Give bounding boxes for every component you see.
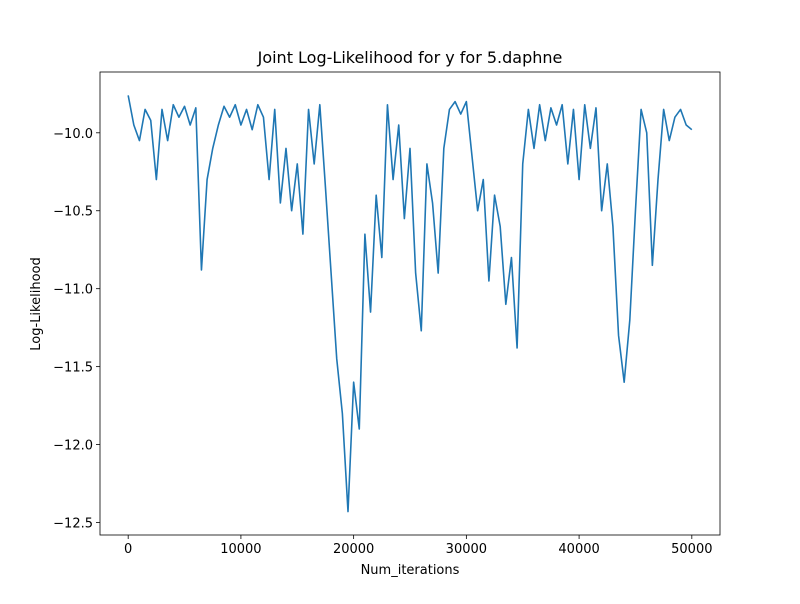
y-tick-label: −10.0	[53, 127, 93, 142]
y-tick-label: −12.5	[53, 517, 93, 532]
x-tick-label: 20000	[333, 542, 374, 557]
y-axis-label: Log-Likelihood	[29, 257, 44, 350]
series-line	[127, 95, 693, 513]
y-tick-label: −11.5	[53, 361, 93, 376]
y-tick-label: −10.5	[53, 205, 93, 220]
y-tick-label: −12.0	[53, 439, 93, 454]
plot-frame	[99, 71, 721, 536]
y-tick-label: −11.0	[53, 283, 93, 298]
x-tick-label: 50000	[671, 542, 712, 557]
x-tick-label: 40000	[558, 542, 599, 557]
chart-title: Joint Log-Likelihood for y for 5.daphne	[257, 48, 563, 67]
x-tick-label: 0	[124, 542, 132, 557]
x-tick-label: 10000	[220, 542, 261, 557]
x-axis-label: Num_iterations	[361, 563, 460, 578]
x-tick-label: 30000	[446, 542, 487, 557]
